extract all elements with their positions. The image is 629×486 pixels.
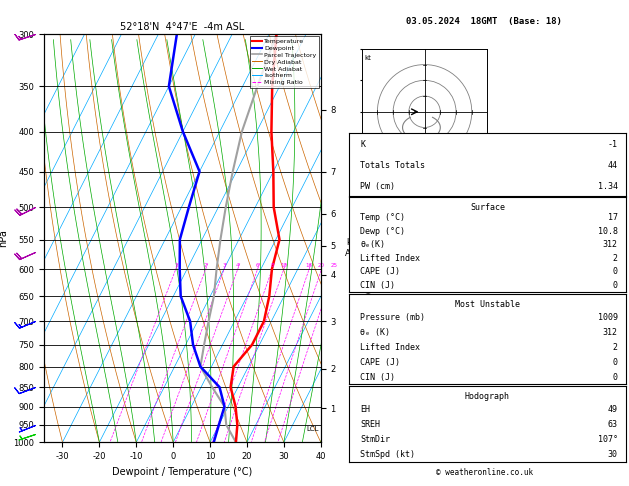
Legend: Temperature, Dewpoint, Parcel Trajectory, Dry Adiabat, Wet Adiabat, Isotherm, Mi: Temperature, Dewpoint, Parcel Trajectory…	[250, 36, 319, 88]
Text: 2: 2	[613, 343, 618, 352]
Text: 1: 1	[174, 263, 177, 268]
Text: 312: 312	[603, 328, 618, 337]
Text: 312: 312	[603, 241, 618, 249]
Text: 0: 0	[613, 358, 618, 367]
Text: 16: 16	[306, 263, 313, 268]
Text: 0: 0	[613, 281, 618, 290]
Text: 4: 4	[236, 263, 240, 268]
Text: 25: 25	[331, 263, 338, 268]
Text: PW (cm): PW (cm)	[360, 182, 395, 191]
X-axis label: Dewpoint / Temperature (°C): Dewpoint / Temperature (°C)	[113, 467, 252, 477]
Text: 2: 2	[204, 263, 208, 268]
Text: 0: 0	[613, 267, 618, 277]
Text: θₑ(K): θₑ(K)	[360, 241, 385, 249]
Text: Temp (°C): Temp (°C)	[360, 213, 405, 222]
Text: SREH: SREH	[360, 420, 380, 429]
Text: StmDir: StmDir	[360, 435, 390, 444]
Text: 6: 6	[256, 263, 259, 268]
Text: 30: 30	[608, 451, 618, 459]
Y-axis label: km
ASL: km ASL	[345, 238, 360, 258]
Text: 10.8: 10.8	[598, 227, 618, 236]
Text: 3: 3	[223, 263, 226, 268]
Text: 03.05.2024  18GMT  (Base: 18): 03.05.2024 18GMT (Base: 18)	[406, 17, 562, 26]
Text: 2: 2	[613, 254, 618, 263]
Text: 1009: 1009	[598, 313, 618, 322]
Text: 63: 63	[608, 420, 618, 429]
Text: Lifted Index: Lifted Index	[360, 343, 420, 352]
Text: Most Unstable: Most Unstable	[455, 300, 520, 309]
Text: Totals Totals: Totals Totals	[360, 161, 425, 170]
Text: 8: 8	[270, 263, 274, 268]
Text: CIN (J): CIN (J)	[360, 373, 395, 382]
Text: 49: 49	[608, 405, 618, 414]
Text: 0: 0	[613, 373, 618, 382]
Text: -1: -1	[608, 140, 618, 149]
Text: © weatheronline.co.uk: © weatheronline.co.uk	[436, 468, 533, 477]
Text: CAPE (J): CAPE (J)	[360, 358, 400, 367]
Text: Mixing Ratio (g/kg): Mixing Ratio (g/kg)	[366, 222, 375, 295]
Y-axis label: hPa: hPa	[0, 229, 8, 247]
Text: CIN (J): CIN (J)	[360, 281, 395, 290]
Text: 10: 10	[281, 263, 287, 268]
Text: 1.34: 1.34	[598, 182, 618, 191]
Text: EH: EH	[360, 405, 370, 414]
Text: 107°: 107°	[598, 435, 618, 444]
Text: 17: 17	[608, 213, 618, 222]
Text: K: K	[360, 140, 365, 149]
Title: 52°18'N  4°47'E  -4m ASL: 52°18'N 4°47'E -4m ASL	[120, 22, 245, 32]
Text: LCL: LCL	[306, 426, 319, 432]
Text: Lifted Index: Lifted Index	[360, 254, 420, 263]
Text: θₑ (K): θₑ (K)	[360, 328, 390, 337]
Text: kt: kt	[365, 55, 372, 61]
Text: Pressure (mb): Pressure (mb)	[360, 313, 425, 322]
Text: 20: 20	[318, 263, 325, 268]
Text: Hodograph: Hodograph	[465, 392, 510, 400]
Text: Surface: Surface	[470, 204, 505, 212]
Text: CAPE (J): CAPE (J)	[360, 267, 400, 277]
Text: StmSpd (kt): StmSpd (kt)	[360, 451, 415, 459]
Text: 44: 44	[608, 161, 618, 170]
Text: Dewp (°C): Dewp (°C)	[360, 227, 405, 236]
